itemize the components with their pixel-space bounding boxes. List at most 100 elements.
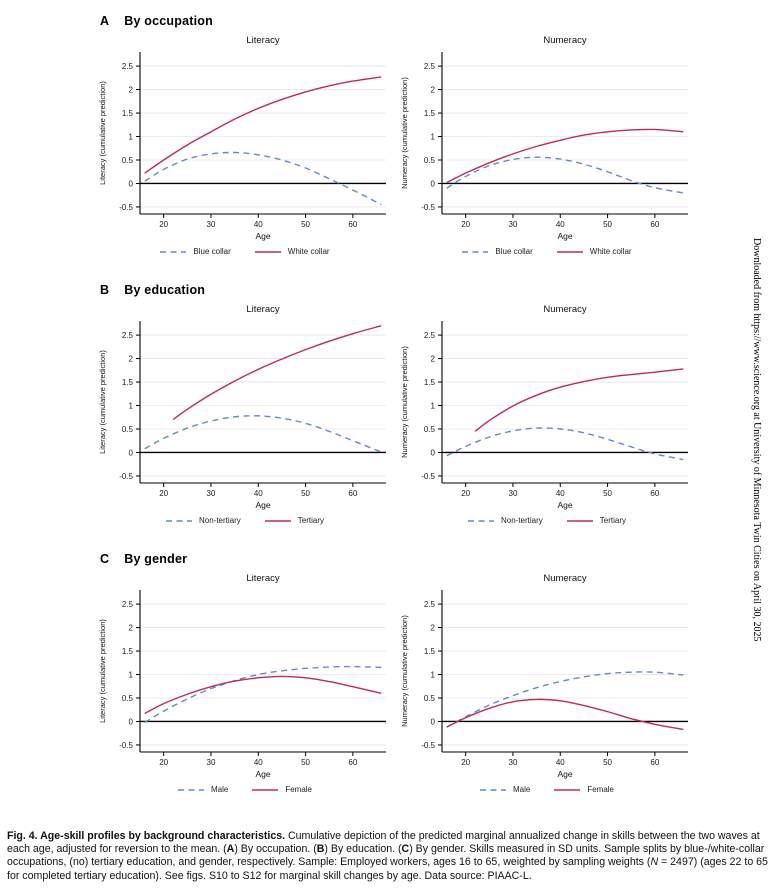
caption-segment: N	[650, 856, 659, 869]
svg-text:1: 1	[431, 401, 436, 410]
chart-plot: -0.5 0 0.5 1 1.5 2 2.5 20 30 40 50 60 Numeracy Age Num…	[400, 35, 688, 241]
svg-text:2: 2	[431, 623, 436, 632]
svg-text:1.5: 1.5	[424, 647, 436, 656]
svg-text:60: 60	[348, 220, 357, 229]
caption-segment: Cumulative depiction of the predicted ma…	[7, 829, 760, 855]
legend-label: Non-tertiary	[198, 516, 241, 525]
panel-a-header: A By occupation	[100, 14, 698, 28]
legend-line-sample	[556, 250, 583, 253]
chart-plot: -0.5 0 0.5 1 1.5 2 2.5 20 30 40 50 60 Literacy Age Lit…	[98, 35, 386, 241]
svg-text:0: 0	[129, 448, 134, 457]
svg-text:50: 50	[603, 220, 612, 229]
legend-line-sample	[462, 250, 489, 253]
legend-label: Female	[587, 785, 615, 794]
chart-education-numeracy: -0.5 0 0.5 1 1.5 2 2.5 20 30 40 50 60 Numeracy Age Num…	[398, 301, 696, 528]
y-axis-label: Numeracy (cumulative prediction)	[400, 346, 409, 458]
legend-item-white-collar: White collar	[254, 247, 330, 256]
panel-b-education: B By education -0.5 0 0.5 1 1.5 2 2.5 20 30 40 50 6…	[96, 283, 698, 528]
chart-legend: Non-tertiary Tertiary	[398, 513, 696, 528]
chart-title: Numeracy	[543, 304, 587, 315]
svg-text:-0.5: -0.5	[421, 203, 435, 212]
legend-label: Blue collar	[193, 247, 231, 256]
chart-education-literacy: -0.5 0 0.5 1 1.5 2 2.5 20 30 40 50 60 Literacy Age Lit…	[96, 301, 394, 528]
svg-text:60: 60	[348, 758, 357, 767]
series-line-white-collar	[446, 128, 684, 184]
svg-text:20: 20	[461, 220, 470, 229]
svg-text:20: 20	[461, 489, 470, 498]
svg-text:2: 2	[129, 85, 134, 94]
chart-title: Literacy	[246, 35, 280, 46]
caption-segment: A	[226, 843, 235, 855]
svg-text:Age: Age	[255, 231, 270, 241]
series-line-non-tertiary	[446, 427, 684, 461]
legend-line-sample	[165, 519, 192, 522]
svg-text:30: 30	[207, 758, 216, 767]
series-line-female	[446, 698, 684, 731]
caption-segment: Fig. 4. Age-skill profiles by background…	[7, 829, 289, 842]
panel-a-letter: A	[100, 14, 110, 28]
legend-line-sample	[467, 519, 494, 522]
svg-text:2.5: 2.5	[122, 331, 134, 340]
svg-text:1.5: 1.5	[122, 109, 134, 118]
svg-text:60: 60	[650, 220, 659, 229]
panel-a-occupation: A By occupation -0.5 0 0.5 1 1.5 2 2.5 20 30 40 50…	[96, 14, 698, 259]
svg-text:0: 0	[431, 448, 436, 457]
legend-label: Female	[285, 785, 313, 794]
series-line-white-collar	[144, 76, 382, 174]
chart-plot: -0.5 0 0.5 1 1.5 2 2.5 20 30 40 50 60 Literacy Age Lit…	[98, 304, 386, 510]
svg-text:50: 50	[301, 489, 310, 498]
svg-text:40: 40	[254, 489, 263, 498]
chart-legend: Blue collar White collar	[398, 244, 696, 259]
caption-segment: ) By education. (	[324, 843, 402, 855]
series-line-blue-collar	[144, 151, 382, 206]
svg-text:0: 0	[129, 717, 134, 726]
svg-text:1.5: 1.5	[122, 647, 134, 656]
svg-text:20: 20	[159, 758, 168, 767]
legend-item-female: Female	[252, 785, 312, 794]
svg-text:30: 30	[207, 489, 216, 498]
download-watermark: Downloaded from https://www.science.org …	[751, 238, 762, 642]
svg-text:20: 20	[159, 489, 168, 498]
svg-text:40: 40	[254, 758, 263, 767]
legend-label: White collar	[589, 247, 632, 256]
svg-text:0.5: 0.5	[122, 156, 134, 165]
svg-text:50: 50	[603, 489, 612, 498]
legend-label: Non-tertiary	[500, 516, 543, 525]
svg-text:60: 60	[650, 489, 659, 498]
series-line-male	[446, 671, 684, 728]
svg-text:1: 1	[129, 670, 134, 679]
legend-label: Tertiary	[297, 516, 325, 525]
svg-text:2: 2	[129, 623, 134, 632]
figure-4: A By occupation -0.5 0 0.5 1 1.5 2 2.5 20 30 40 50…	[96, 14, 698, 821]
series-line-tertiary	[474, 368, 684, 432]
svg-text:0: 0	[431, 179, 436, 188]
svg-text:30: 30	[207, 220, 216, 229]
svg-text:-0.5: -0.5	[119, 203, 133, 212]
y-axis-label: Numeracy (cumulative prediction)	[400, 615, 409, 727]
legend-line-sample	[554, 788, 581, 791]
svg-text:2: 2	[431, 85, 436, 94]
legend-line-sample	[254, 250, 281, 253]
svg-text:50: 50	[301, 758, 310, 767]
svg-text:20: 20	[461, 758, 470, 767]
series-line-tertiary	[172, 325, 382, 421]
chart-occupation-literacy: -0.5 0 0.5 1 1.5 2 2.5 20 30 40 50 60 Literacy Age Lit…	[96, 32, 394, 259]
panel-c-letter: C	[100, 552, 110, 566]
legend-label: Tertiary	[599, 516, 627, 525]
legend-item-tertiary: Tertiary	[566, 516, 627, 525]
chart-plot: -0.5 0 0.5 1 1.5 2 2.5 20 30 40 50 60 Numeracy Age Num…	[400, 573, 688, 779]
chart-plot: -0.5 0 0.5 1 1.5 2 2.5 20 30 40 50 60 Numeracy Age Num…	[400, 304, 688, 510]
svg-text:-0.5: -0.5	[421, 741, 435, 750]
legend-line-sample	[160, 250, 187, 253]
svg-text:2: 2	[129, 354, 134, 363]
svg-text:0.5: 0.5	[122, 694, 134, 703]
chart-title: Numeracy	[543, 573, 587, 584]
panel-c-title: By gender	[124, 552, 188, 566]
y-axis-label: Literacy (cumulative prediction)	[98, 81, 107, 185]
svg-text:-0.5: -0.5	[421, 472, 435, 481]
svg-text:2.5: 2.5	[424, 600, 436, 609]
legend-label: Male	[512, 785, 531, 794]
figure-caption: Fig. 4. Age-skill profiles by background…	[7, 830, 770, 884]
chart-title: Numeracy	[543, 35, 587, 46]
chart-title: Literacy	[246, 304, 280, 315]
